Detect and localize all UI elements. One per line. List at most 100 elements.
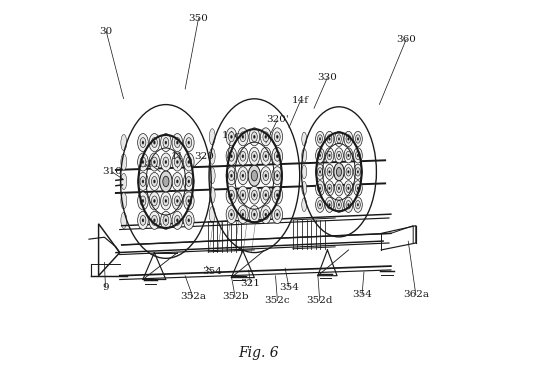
Ellipse shape <box>242 213 244 216</box>
Ellipse shape <box>175 138 180 147</box>
Ellipse shape <box>346 168 351 176</box>
Ellipse shape <box>319 154 321 157</box>
Ellipse shape <box>237 147 248 165</box>
Ellipse shape <box>334 148 343 163</box>
Ellipse shape <box>176 180 179 183</box>
Ellipse shape <box>348 203 349 206</box>
Ellipse shape <box>163 157 169 167</box>
Text: 14f: 14f <box>292 96 309 105</box>
Ellipse shape <box>186 138 192 147</box>
Ellipse shape <box>272 128 283 146</box>
Ellipse shape <box>265 174 267 177</box>
Ellipse shape <box>172 192 183 210</box>
Ellipse shape <box>327 135 332 143</box>
Ellipse shape <box>154 180 155 183</box>
Ellipse shape <box>251 210 257 220</box>
Ellipse shape <box>175 196 180 206</box>
Text: 310: 310 <box>102 168 122 176</box>
Ellipse shape <box>344 131 353 147</box>
Ellipse shape <box>334 131 343 147</box>
Ellipse shape <box>276 213 278 216</box>
Text: 330: 330 <box>317 73 337 82</box>
Ellipse shape <box>272 147 283 165</box>
Ellipse shape <box>316 197 325 212</box>
Ellipse shape <box>209 148 215 164</box>
Ellipse shape <box>253 193 255 197</box>
Ellipse shape <box>121 173 127 190</box>
Ellipse shape <box>160 171 172 192</box>
Ellipse shape <box>230 135 233 139</box>
Ellipse shape <box>160 153 171 171</box>
Ellipse shape <box>149 173 160 190</box>
Ellipse shape <box>138 173 148 190</box>
Ellipse shape <box>240 132 246 142</box>
Ellipse shape <box>348 171 349 173</box>
Ellipse shape <box>329 203 330 206</box>
Ellipse shape <box>263 190 269 200</box>
Ellipse shape <box>355 184 360 193</box>
Ellipse shape <box>165 141 167 144</box>
Ellipse shape <box>357 154 359 157</box>
Ellipse shape <box>355 135 360 143</box>
Ellipse shape <box>240 151 246 161</box>
Ellipse shape <box>251 190 257 200</box>
Ellipse shape <box>329 187 330 190</box>
Ellipse shape <box>149 212 160 229</box>
Ellipse shape <box>346 151 351 159</box>
Ellipse shape <box>163 215 169 225</box>
Ellipse shape <box>230 174 233 177</box>
Ellipse shape <box>240 171 246 181</box>
Ellipse shape <box>209 207 215 223</box>
Ellipse shape <box>272 167 283 185</box>
Ellipse shape <box>163 138 169 147</box>
Ellipse shape <box>355 151 360 159</box>
Ellipse shape <box>172 173 183 190</box>
Ellipse shape <box>165 199 167 203</box>
Ellipse shape <box>165 219 167 222</box>
Ellipse shape <box>338 203 340 206</box>
Ellipse shape <box>261 206 271 223</box>
Ellipse shape <box>251 171 257 181</box>
Ellipse shape <box>172 153 183 171</box>
Ellipse shape <box>121 193 127 209</box>
Ellipse shape <box>121 154 127 170</box>
Ellipse shape <box>327 168 332 176</box>
Ellipse shape <box>334 197 343 212</box>
Ellipse shape <box>229 190 234 200</box>
Ellipse shape <box>325 197 334 212</box>
Text: 352c: 352c <box>264 296 290 305</box>
Ellipse shape <box>163 196 169 206</box>
Ellipse shape <box>263 151 269 161</box>
Ellipse shape <box>186 157 192 167</box>
Ellipse shape <box>354 197 363 212</box>
Ellipse shape <box>160 173 171 190</box>
Ellipse shape <box>316 148 325 163</box>
Ellipse shape <box>261 147 271 165</box>
Ellipse shape <box>183 173 194 190</box>
Ellipse shape <box>316 164 325 179</box>
Ellipse shape <box>186 196 192 206</box>
Ellipse shape <box>242 174 244 177</box>
Ellipse shape <box>188 141 190 144</box>
Text: 311: 311 <box>141 160 160 169</box>
Ellipse shape <box>302 181 306 195</box>
Ellipse shape <box>355 168 360 176</box>
Ellipse shape <box>172 134 183 152</box>
Ellipse shape <box>261 128 271 146</box>
Ellipse shape <box>183 212 194 229</box>
Ellipse shape <box>316 181 325 196</box>
Ellipse shape <box>229 171 234 181</box>
Ellipse shape <box>186 176 192 186</box>
Ellipse shape <box>249 128 260 146</box>
Ellipse shape <box>337 151 342 159</box>
Ellipse shape <box>183 134 194 152</box>
Text: 360: 360 <box>396 35 416 44</box>
Ellipse shape <box>329 137 330 141</box>
Ellipse shape <box>325 181 334 196</box>
Text: 14c: 14c <box>222 131 241 140</box>
Ellipse shape <box>237 186 248 204</box>
Ellipse shape <box>344 148 353 163</box>
Ellipse shape <box>237 128 248 146</box>
Text: 320': 320' <box>266 115 289 124</box>
Ellipse shape <box>265 193 267 197</box>
